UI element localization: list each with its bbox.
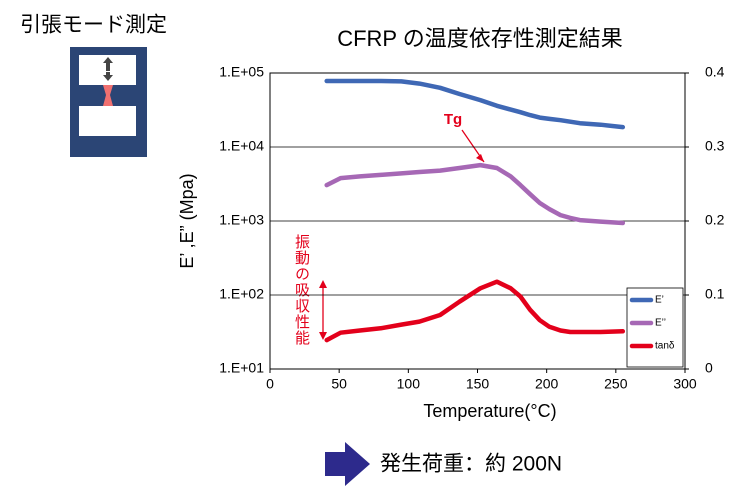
y2-tick-label: 0.3 — [705, 138, 725, 154]
y-tick-label: 1.E+05 — [219, 64, 264, 80]
legend-label: E’’ — [655, 318, 666, 329]
y2-tick-label: 0.4 — [705, 64, 725, 80]
y-axis-label: E’ ,E” (Mpa) — [177, 173, 197, 268]
x-tick-label: 300 — [673, 376, 697, 392]
load-arrow — [325, 442, 370, 486]
tg-arrowhead — [476, 154, 484, 162]
x-tick-label: 50 — [331, 376, 347, 392]
legend-label: E’ — [655, 295, 664, 306]
y2-tick-label: 0.1 — [705, 286, 725, 302]
tg-label: Tg — [444, 111, 462, 128]
x-tick-label: 200 — [535, 376, 559, 392]
absorption-label: 振動の吸収性能 — [293, 234, 310, 346]
legend: E’ E’’ tanδ — [626, 287, 684, 368]
x-axis-label: Temperature(°C) — [423, 401, 556, 421]
y2-tick-label: 0 — [705, 360, 713, 376]
x-tick-label: 150 — [466, 376, 490, 392]
y-tick-label: 1.E+02 — [219, 286, 264, 302]
series-line — [324, 162, 626, 226]
x-tick-label: 250 — [604, 376, 628, 392]
legend-label: tanδ — [655, 341, 675, 352]
absorption-arrow — [319, 280, 327, 340]
load-label: 発生荷重：約 200N — [380, 453, 562, 476]
chart-title: CFRP の温度依存性測定結果 — [337, 26, 623, 51]
mode-icon — [70, 47, 147, 157]
plot-frame — [269, 72, 686, 370]
y2-tick-label: 0.2 — [705, 212, 725, 228]
x-tick-label: 100 — [397, 376, 421, 392]
y-tick-label: 1.E+03 — [219, 212, 264, 228]
series-line — [324, 279, 626, 343]
series-line — [324, 78, 626, 130]
x-tick-label: 0 — [266, 376, 274, 392]
y-tick-label: 1.E+04 — [219, 138, 264, 154]
mode-label: 引張モード測定 — [20, 14, 167, 37]
y-tick-label: 1.E+01 — [219, 360, 264, 376]
